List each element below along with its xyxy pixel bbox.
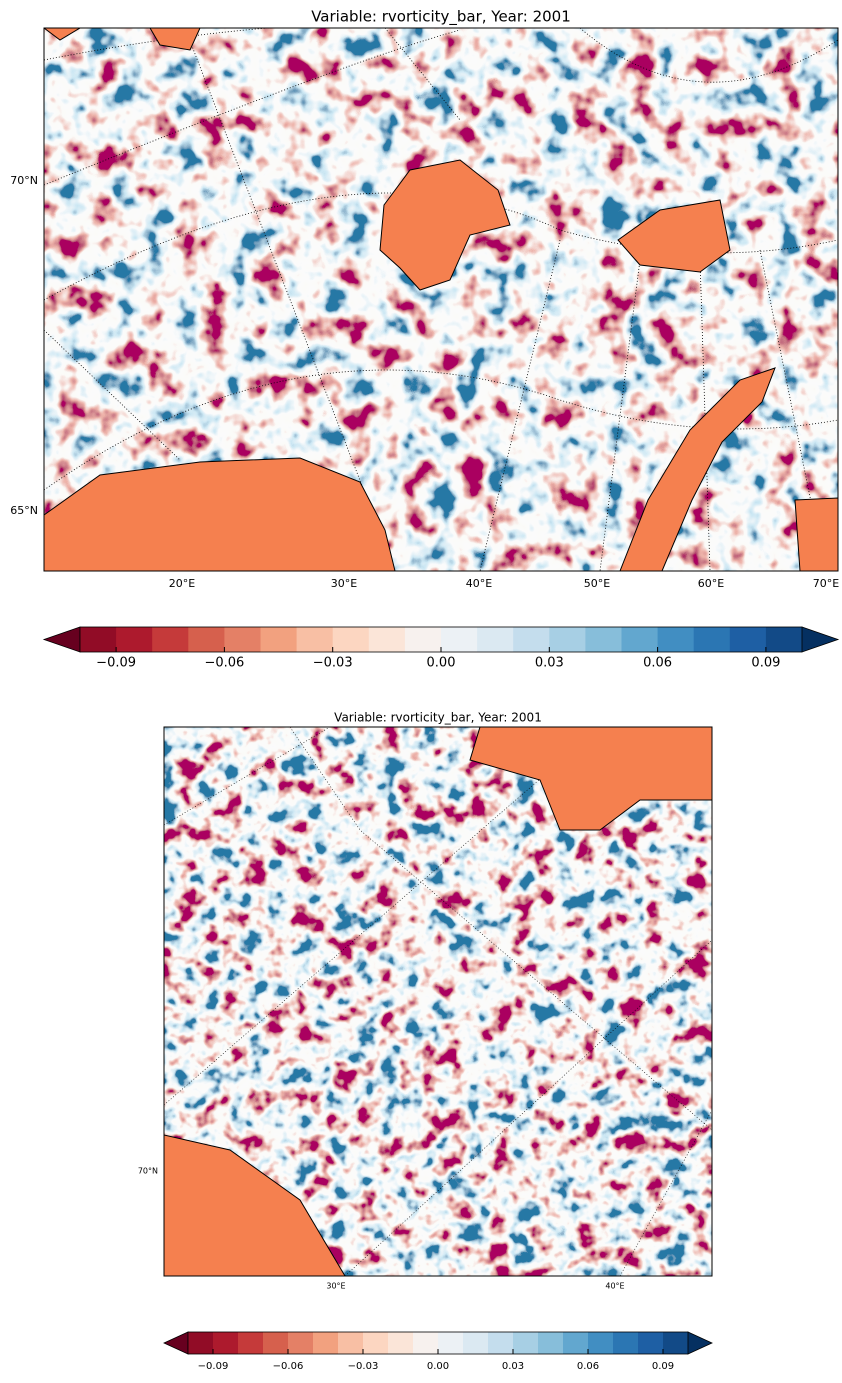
colorbar-extend-low: [44, 627, 80, 652]
colorbar-segment: [213, 1332, 238, 1354]
colorbar-segment: [622, 627, 659, 652]
colorbar-segment: [638, 1332, 663, 1354]
colorbar-segment: [116, 627, 153, 652]
colorbar-segment: [224, 627, 261, 652]
colorbar-segment: [441, 627, 478, 652]
map-1: [44, 23, 838, 571]
colorbar-tick-label: 0.09: [751, 656, 780, 671]
colorbar-segment: [766, 627, 803, 652]
colorbar-segment: [538, 1332, 563, 1354]
colorbar-tick-label: −0.09: [198, 1361, 229, 1372]
colorbar-segment: [261, 627, 298, 652]
colorbar-segment: [613, 1332, 638, 1354]
figure: Variable: rvorticity_bar, Year: 2001 70°N…: [0, 0, 842, 1379]
colorbar-segment: [513, 627, 550, 652]
colorbar-extend-high: [802, 627, 838, 652]
colorbar-segment: [663, 1332, 688, 1354]
map-title: Variable: rvorticity_bar, Year: 2001: [334, 711, 542, 725]
colorbar-segment: [363, 1332, 388, 1354]
lat-label: 70°N: [138, 1167, 158, 1176]
colorbar-tick-label: 0.03: [502, 1361, 524, 1372]
colorbar-segment: [585, 627, 622, 652]
colorbar-segment: [338, 1332, 363, 1354]
colorbar-segment: [405, 627, 442, 652]
lon-label: 60°E: [698, 577, 724, 590]
lon-label: 50°E: [584, 577, 610, 590]
colorbar-segment: [152, 627, 189, 652]
colorbar-segment: [513, 1332, 538, 1354]
colorbar-segment: [188, 1332, 213, 1354]
colorbar-segment: [694, 627, 731, 652]
colorbar-segment: [297, 627, 334, 652]
colorbar-tick-label: 0.03: [535, 656, 564, 671]
colorbar-segment: [588, 1332, 613, 1354]
map-title: Variable: rvorticity_bar, Year: 2001: [311, 8, 571, 27]
colorbar-segment: [563, 1332, 588, 1354]
colorbar-segment: [488, 1332, 513, 1354]
colorbar-segment: [80, 627, 117, 652]
colorbar-segment: [369, 627, 406, 652]
colorbar-segment: [730, 627, 767, 652]
lon-label: 70°E: [813, 577, 839, 590]
colorbar-tick-label: −0.03: [348, 1361, 379, 1372]
colorbar-tick-label: −0.06: [204, 656, 244, 671]
colorbar-segment: [477, 627, 513, 652]
colorbar-segment: [313, 1332, 338, 1354]
lon-label: 40°E: [605, 1282, 624, 1291]
colorbar-tick-label: 0.00: [427, 1361, 449, 1372]
colorbar-tick-label: −0.06: [273, 1361, 304, 1372]
colorbar-segment: [658, 627, 695, 652]
colorbar-tick-label: 0.06: [643, 656, 672, 671]
colorbar-segment: [438, 1332, 463, 1354]
colorbar-segment: [413, 1332, 438, 1354]
colorbar-tick-label: 0.00: [427, 656, 456, 671]
colorbar-segment: [238, 1332, 263, 1354]
colorbar-extend-high: [688, 1332, 712, 1354]
colorbar-tick-label: −0.09: [96, 656, 136, 671]
colorbar-tick-label: −0.03: [313, 656, 353, 671]
lat-label: 70°N: [10, 174, 38, 187]
colorbar-segment: [549, 627, 586, 652]
lon-label: 30°E: [326, 1282, 345, 1291]
map-2: [164, 727, 712, 1276]
lon-label: 30°E: [331, 577, 357, 590]
lon-label: 20°E: [169, 577, 195, 590]
colorbar-tick-label: 0.09: [652, 1361, 674, 1372]
colorbar-segment: [288, 1332, 313, 1354]
colorbar-segment: [333, 627, 370, 652]
colorbar-segment: [463, 1332, 488, 1354]
lon-label: 40°E: [466, 577, 492, 590]
colorbar-tick-label: 0.06: [577, 1361, 599, 1372]
lat-label: 65°N: [10, 504, 38, 517]
colorbar-extend-low: [164, 1332, 188, 1354]
colorbar-segment: [263, 1332, 288, 1354]
colorbar-segment: [188, 627, 225, 652]
colorbar-segment: [388, 1332, 413, 1354]
